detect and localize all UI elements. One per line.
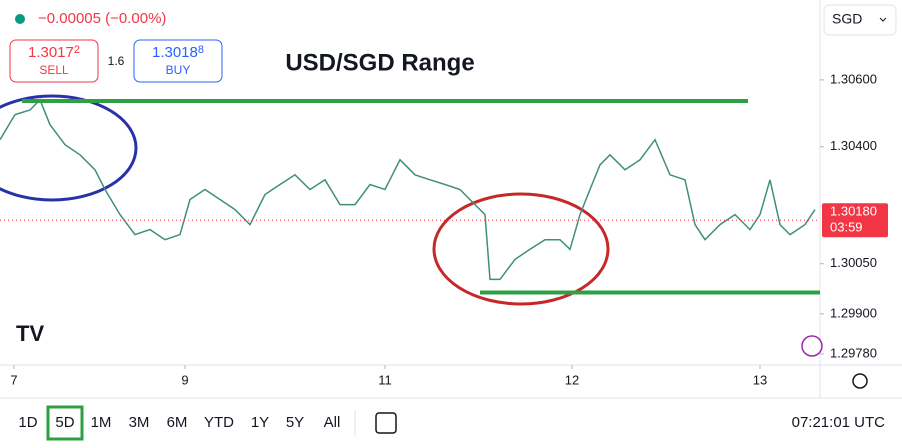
range-button[interactable]: 1M (91, 414, 112, 431)
currency-select[interactable] (823, 4, 897, 36)
x-tick-label: 7 (10, 372, 17, 387)
settings-icon[interactable] (852, 373, 868, 389)
chevron (879, 17, 887, 22)
y-tick-label: 1.29780 (830, 345, 877, 360)
range-button[interactable]: 6M (167, 414, 188, 431)
buy-label[interactable]: BUY (166, 63, 191, 77)
countdown: 03:59 (830, 220, 863, 235)
range-button-active[interactable]: 5D (55, 414, 74, 431)
compare-icon[interactable] (375, 412, 397, 434)
x-tick-label: 11 (378, 372, 392, 387)
sell-button[interactable] (9, 39, 99, 83)
range-button[interactable]: 1Y (251, 414, 269, 431)
sell-label[interactable]: SELL (39, 63, 69, 77)
icon[interactable] (801, 335, 823, 357)
buy-button[interactable] (133, 39, 223, 83)
status-dot (15, 14, 25, 24)
y-tick-label: 1.29900 (830, 305, 877, 320)
range-button[interactable]: All (324, 414, 341, 431)
range-button[interactable]: 1D (18, 414, 37, 431)
range-button[interactable]: 5Y (286, 414, 304, 431)
range-button[interactable]: YTD (204, 414, 234, 431)
spread: 1.6 (108, 54, 125, 68)
sell-price[interactable]: 1.30172 (28, 44, 80, 61)
highlight-ellipse (0, 94, 138, 202)
change: −0.00005 (−0.00%) (38, 10, 166, 27)
y-tick-label: 1.30050 (830, 255, 877, 270)
active-range (46, 405, 84, 441)
last-price-box (822, 203, 888, 238)
logo: TV (16, 321, 44, 346)
currency[interactable]: SGD (832, 11, 862, 27)
x-tick-label: 9 (181, 372, 188, 387)
price-line (0, 98, 816, 281)
x-tick-label: 13 (753, 372, 767, 387)
chart-title: USD/SGD Range (285, 49, 474, 76)
y-tick-label: 1.30600 (830, 71, 877, 86)
x-tick-label: 12 (565, 372, 579, 387)
buy-price[interactable]: 1.30188 (152, 44, 204, 61)
clock: 07:21:01 UTC (792, 414, 886, 431)
last-price-label: 1.30180 (830, 204, 877, 219)
highlight-ellipse (432, 192, 610, 306)
y-tick-label: 1.30400 (830, 138, 877, 153)
range-button[interactable]: 3M (129, 414, 150, 431)
